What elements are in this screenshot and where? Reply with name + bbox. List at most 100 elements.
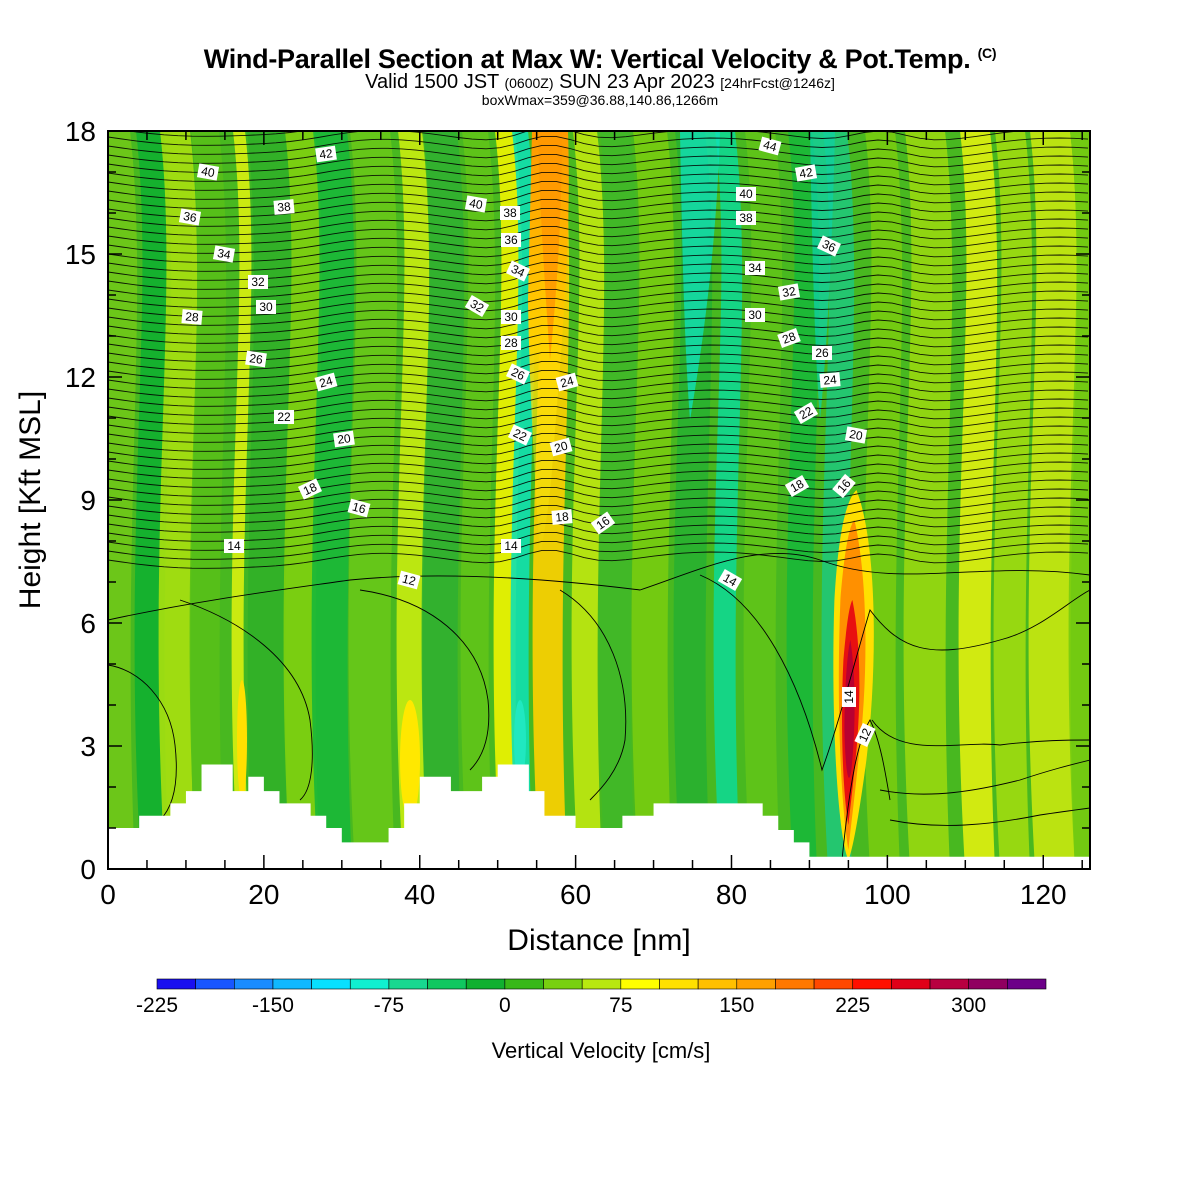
theta-label-text: 36 xyxy=(504,233,518,247)
velocity-band xyxy=(598,131,638,869)
theta-contour xyxy=(179,599,313,801)
theta-label-text: 16 xyxy=(351,500,368,517)
theta-contour xyxy=(871,719,1090,747)
theta-label-bg xyxy=(297,478,323,500)
velocity-band xyxy=(993,131,1033,869)
theta-contour xyxy=(108,279,1089,299)
theta-label-text: 42 xyxy=(798,165,814,181)
theta-label-bg xyxy=(784,474,810,498)
colorbar: -225 -150 -75 0 75 150 225 300 xyxy=(136,978,1047,1017)
theta-contour-label: 36 xyxy=(178,208,202,226)
theta-label-text: 40 xyxy=(468,196,484,212)
theta-contour xyxy=(108,540,1089,560)
theta-label-bg xyxy=(555,372,579,392)
velocity-band xyxy=(1028,131,1078,869)
theta-label-text: 42 xyxy=(318,146,333,162)
velocity-band xyxy=(903,131,953,869)
theta-contour xyxy=(108,495,1089,515)
theta-label-bg xyxy=(549,437,573,457)
theta-contour xyxy=(108,549,1089,569)
theta-label-text: 30 xyxy=(504,310,518,324)
theta-label-bg xyxy=(347,498,371,518)
theta-contour xyxy=(108,387,1089,407)
theta-label-bg xyxy=(832,473,856,499)
theta-label-bg xyxy=(816,235,842,257)
theta-contour xyxy=(108,315,1089,335)
theta-label-text: 24 xyxy=(559,373,576,390)
theta-contour xyxy=(126,131,949,137)
colorbar-swatch xyxy=(272,978,312,990)
velocity-band xyxy=(348,131,398,869)
colorbar-swatch xyxy=(620,978,660,990)
theta-contour xyxy=(108,162,1089,182)
theta-label-bg xyxy=(274,410,294,424)
theta-contour-label: 14 xyxy=(501,539,521,553)
theta-contour-label: 32 xyxy=(464,294,490,318)
x-axis-title: Distance [nm] xyxy=(507,924,690,957)
colorbar-swatch xyxy=(852,978,892,990)
theta-label-text: 22 xyxy=(797,403,816,422)
theta-contour xyxy=(879,759,1090,795)
theta-contour-label: 36 xyxy=(501,233,521,247)
theta-contour xyxy=(108,135,1089,155)
theta-label-text: 38 xyxy=(503,206,517,220)
theta-label-text: 12 xyxy=(856,726,874,744)
updraft-jet-core xyxy=(538,131,562,360)
theta-label-bg xyxy=(196,163,220,181)
theta-contour xyxy=(108,351,1089,371)
colorbar-tick-label: 0 xyxy=(499,994,511,1017)
theta-label-text: 18 xyxy=(788,476,807,495)
theta-label-text: 28 xyxy=(185,309,200,324)
theta-contour xyxy=(108,486,1089,506)
velocity-band xyxy=(460,131,496,869)
y-tick-label: 3 xyxy=(80,731,96,762)
velocity-field xyxy=(108,131,1090,869)
theta-contour-label: 32 xyxy=(777,283,801,301)
theta-label-text: 40 xyxy=(739,187,753,201)
theta-label-text: 12 xyxy=(401,572,418,589)
theta-contour xyxy=(108,306,1089,326)
theta-contour-label: 24 xyxy=(555,372,579,392)
theta-contour xyxy=(889,807,1090,826)
theta-label-text: 38 xyxy=(739,211,753,225)
theta-contour xyxy=(108,216,1089,236)
theta-contour-label: 34 xyxy=(745,261,765,275)
theta-contour xyxy=(699,574,1090,772)
theta-label-text: 20 xyxy=(336,431,351,447)
colorbar-swatch xyxy=(813,978,854,990)
theta-contour xyxy=(108,171,1089,191)
y-tick-label: 12 xyxy=(65,362,96,393)
colorbar-swatch xyxy=(427,978,467,990)
updraft-spot xyxy=(400,700,420,820)
theta-contour-label: 12 xyxy=(397,570,421,590)
theta-label-text: 18 xyxy=(555,509,570,524)
theta-contour-label: 26 xyxy=(505,363,531,385)
x-tick-label: 120 xyxy=(1020,879,1067,910)
colorbar-swatch xyxy=(311,978,351,990)
theta-label-bg xyxy=(464,294,490,318)
theta-label-bg xyxy=(793,401,819,425)
theta-label-bg xyxy=(745,261,765,275)
theta-label-bg xyxy=(844,426,868,444)
updraft-spot xyxy=(237,680,247,800)
y-tick-label: 15 xyxy=(65,239,96,270)
theta-label-bg xyxy=(758,136,782,156)
theta-contour-label: 22 xyxy=(507,424,533,446)
theta-contour-label: 14 xyxy=(224,539,244,553)
theta-label-text: 24 xyxy=(823,372,838,387)
colorbar-title: Vertical Velocity [cm/s] xyxy=(492,1038,711,1063)
theta-label-bg xyxy=(505,363,531,385)
colorbar-tick-label: -150 xyxy=(252,994,294,1017)
theta-contour xyxy=(108,664,177,821)
theta-contour xyxy=(108,459,1089,479)
theta-contour-label: 14 xyxy=(717,568,743,592)
theta-contour xyxy=(108,198,1089,218)
theta-contour-label: 34 xyxy=(505,260,531,282)
theta-contour xyxy=(108,396,1089,416)
theta-label-bg xyxy=(501,233,521,247)
theta-contour xyxy=(559,589,627,801)
x-tick-label: 100 xyxy=(864,879,911,910)
theta-label-bg xyxy=(590,511,616,535)
theta-contour xyxy=(108,131,1025,146)
theta-contour-label: 28 xyxy=(777,328,801,348)
